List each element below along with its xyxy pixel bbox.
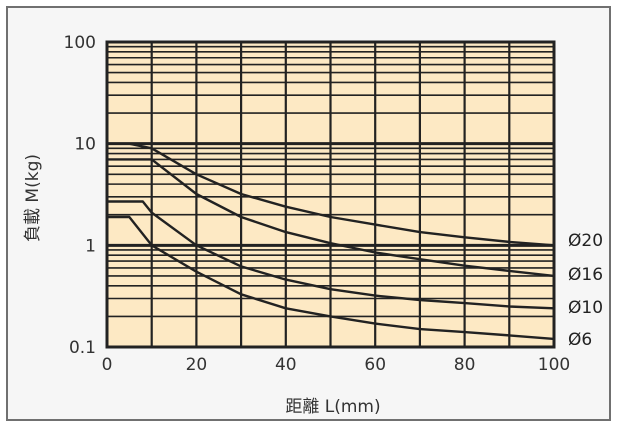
y-tick-label: 1	[85, 236, 96, 256]
series-label: Ø20	[568, 231, 603, 251]
series-label: Ø10	[568, 298, 603, 318]
x-tick-label: 40	[275, 355, 297, 375]
x-tick-label: 0	[102, 355, 113, 375]
y-axis-label: 負載 M(kg)	[23, 154, 43, 242]
series-label: Ø6	[568, 330, 592, 350]
minor-gridlines	[107, 42, 554, 347]
y-tick-label: 10	[74, 135, 96, 155]
y-tick-labels: 100 10 1 0.1	[64, 33, 96, 358]
x-tick-label: 100	[538, 355, 570, 375]
x-tick-label: 80	[454, 355, 476, 375]
series-labels: Ø20 Ø16 Ø10 Ø6	[568, 231, 603, 350]
y-tick-label: 100	[64, 33, 96, 53]
series-lines	[107, 142, 555, 341]
x-tick-labels: 0 20 40 60 80 100	[102, 355, 571, 375]
series-line	[107, 200, 555, 310]
x-axis-label: 距離 L(mm)	[285, 397, 380, 417]
series-line	[107, 158, 555, 278]
series-label: Ø16	[568, 265, 603, 285]
x-tick-label: 60	[364, 355, 386, 375]
plot-border	[105, 40, 556, 349]
y-tick-label: 0.1	[69, 338, 96, 358]
series-line	[107, 142, 555, 247]
x-tick-label: 20	[186, 355, 208, 375]
major-gridlines	[107, 142, 554, 247]
series-line	[107, 215, 555, 341]
